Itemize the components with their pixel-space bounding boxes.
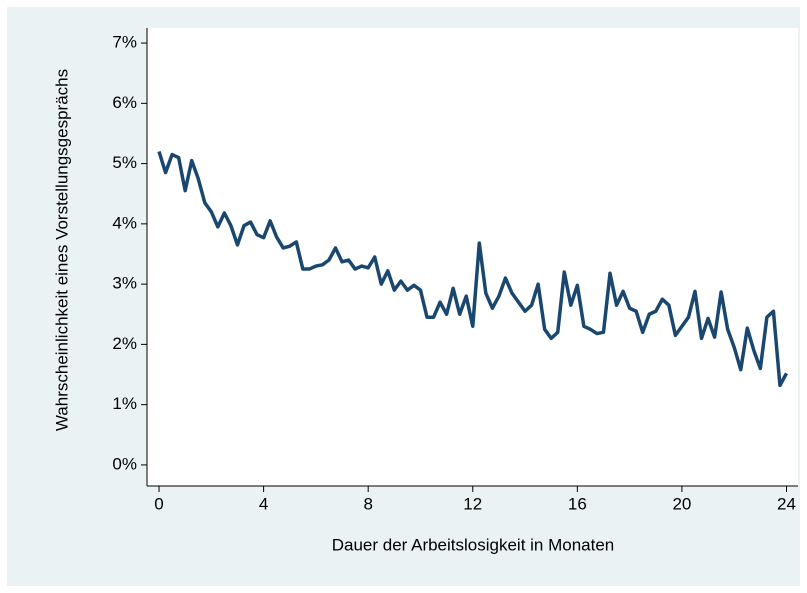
- x-tick-label: 4: [259, 494, 268, 513]
- y-tick-label: 6%: [112, 93, 137, 112]
- x-tick-label: 24: [777, 494, 796, 513]
- y-tick-label: 2%: [112, 334, 137, 353]
- y-axis-label: Wahrscheinlichkeit eines Vorstellungsges…: [52, 69, 71, 431]
- x-tick-label: 12: [463, 494, 482, 513]
- x-tick-label: 8: [363, 494, 372, 513]
- x-tick-label: 0: [154, 494, 163, 513]
- y-tick-label: 1%: [112, 394, 137, 413]
- series-line: [157, 151, 789, 388]
- y-tick-label: 5%: [112, 153, 137, 172]
- y-tick-label: 7%: [112, 33, 137, 52]
- y-tick-label: 4%: [112, 213, 137, 232]
- x-axis-label: Dauer der Arbeitslosigkeit in Monaten: [332, 535, 615, 554]
- plot-bg: [147, 28, 798, 486]
- y-tick-label: 3%: [112, 274, 137, 293]
- x-tick-label: 20: [672, 494, 691, 513]
- y-tick-label: 0%: [112, 454, 137, 473]
- x-tick-label: 16: [568, 494, 587, 513]
